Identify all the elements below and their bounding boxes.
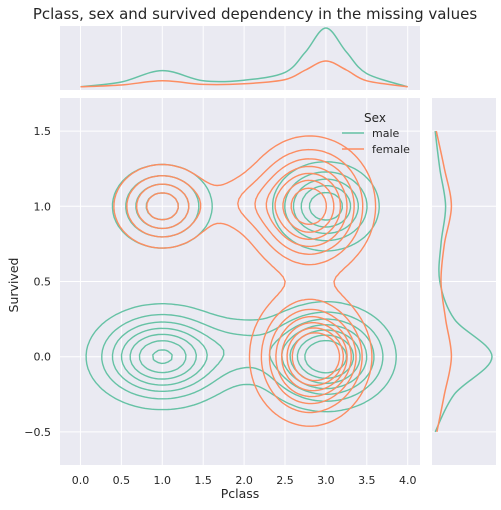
x-tick-label: 2.5 [276, 474, 294, 487]
marginal-pclass-female [80, 60, 408, 88]
contour-female-level-4 [146, 165, 352, 398]
x-tick-label: 1.0 [154, 474, 172, 487]
marginal-survived-male [434, 131, 493, 433]
y-tick-labels: −0.5 0.0 0.5 1.0 1.5 [24, 125, 51, 439]
chart-title: Pclass, sex and survived dependency in t… [33, 5, 477, 23]
right-marginal-curves [434, 130, 493, 433]
x-tick-label: 1.5 [194, 474, 212, 487]
x-tick-label: 0.5 [113, 474, 131, 487]
joint-contours [85, 135, 397, 427]
right-marginal-panel [432, 98, 496, 465]
y-tick-label: 1.0 [34, 200, 52, 213]
contour-group-female [113, 135, 377, 427]
top-marginal-grid [79, 26, 409, 90]
legend-label-female: female [372, 143, 410, 156]
x-tick-label: 3.5 [358, 474, 376, 487]
x-axis-title: Pclass [221, 486, 260, 501]
x-tick-label: 0.0 [72, 474, 90, 487]
contour-female-level-1 [113, 135, 377, 427]
contour-female-level-2 [126, 148, 364, 414]
x-tick-labels: 0.0 0.5 1.0 1.5 2.0 2.5 3.0 3.5 4.0 [72, 474, 417, 487]
x-tick-label: 2.0 [235, 474, 253, 487]
y-axis-title: Survived [6, 258, 21, 313]
x-tick-label: 3.0 [317, 474, 335, 487]
marginal-survived-female [435, 130, 453, 433]
y-tick-label: 1.5 [34, 125, 52, 138]
contour-female-level-6 [282, 179, 344, 387]
top-marginal-background [60, 26, 420, 90]
y-tick-label: −0.5 [24, 426, 51, 439]
contour-female-level-5 [274, 172, 348, 392]
y-tick-label: 0.5 [34, 276, 52, 289]
marginal-pclass-male [80, 27, 408, 88]
x-tick-label: 4.0 [399, 474, 417, 487]
y-tick-label: 0.0 [34, 351, 52, 364]
top-marginal-panel [60, 26, 420, 90]
contour-female-level-7 [290, 187, 341, 382]
legend: Sex male female [342, 111, 410, 156]
legend-title: Sex [364, 111, 386, 125]
contour-female-level-3 [136, 158, 357, 405]
top-marginal-curves [80, 27, 408, 88]
right-marginal-grid [432, 130, 496, 433]
joint-panel [60, 98, 420, 465]
legend-label-male: male [372, 127, 400, 140]
